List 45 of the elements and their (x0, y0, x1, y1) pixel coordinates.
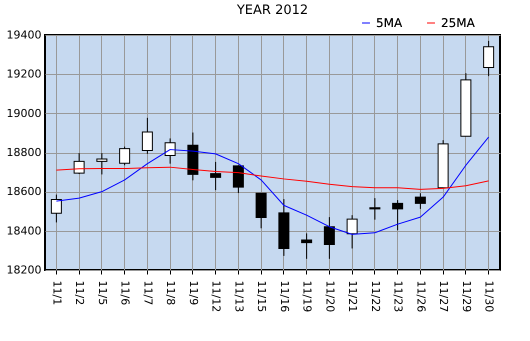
candlestick (74, 152, 85, 175)
x-tick-label: 11/21 (346, 280, 360, 312)
x-tick-label: 11/16 (278, 280, 291, 312)
x-tick-label: 11/23 (392, 280, 405, 312)
legend-label: 25MA (441, 16, 476, 30)
candlestick (50, 194, 62, 223)
candlestick (369, 198, 380, 220)
x-tick-label: 11/8 (164, 280, 178, 306)
x-tick-label: 11/30 (482, 280, 496, 312)
candlestick (142, 117, 153, 154)
candlestick (96, 152, 108, 175)
candlestick (232, 164, 244, 194)
y-tick-label: 18600 (6, 185, 42, 198)
candlestick (392, 200, 404, 231)
y-tick-label: 19200 (6, 68, 42, 81)
candlestick (301, 232, 312, 260)
x-tick-label: 11/22 (368, 280, 382, 312)
x-tick-label: 11/12 (210, 280, 223, 312)
candlestick (414, 192, 426, 210)
x-tick-label: 11/2 (73, 280, 86, 306)
candlestick (346, 214, 358, 249)
x-tick-label: 11/19 (300, 280, 314, 312)
y-tick-label: 19400 (6, 28, 42, 42)
y-tick-label: 19000 (6, 106, 42, 120)
x-tick-label: 11/27 (437, 280, 450, 312)
x-tick-label: 11/6 (118, 280, 132, 306)
x-tick-label: 11/9 (186, 280, 200, 306)
x-tick-label: 11/7 (141, 280, 154, 306)
candlestick (324, 216, 335, 260)
x-tick-label: 11/15 (255, 280, 268, 312)
x-tick-label: 11/20 (323, 280, 336, 312)
x-tick-label: 11/26 (414, 280, 428, 312)
x-tick-label: 11/29 (460, 280, 473, 312)
x-tick-label: 11/13 (232, 280, 246, 312)
candlestick (483, 40, 494, 77)
y-tick-label: 18800 (6, 146, 42, 159)
chart-title: YEAR 2012 (236, 3, 308, 18)
y-tick-label: 18400 (6, 224, 42, 238)
candlestick (119, 146, 130, 166)
candlestick (164, 138, 176, 164)
y-tick-label: 18200 (6, 264, 42, 276)
candlestick (210, 161, 222, 191)
legend-label: 5MA (376, 16, 403, 30)
x-tick-label: 11/1 (50, 280, 64, 306)
x-tick-label: 11/5 (96, 280, 109, 306)
